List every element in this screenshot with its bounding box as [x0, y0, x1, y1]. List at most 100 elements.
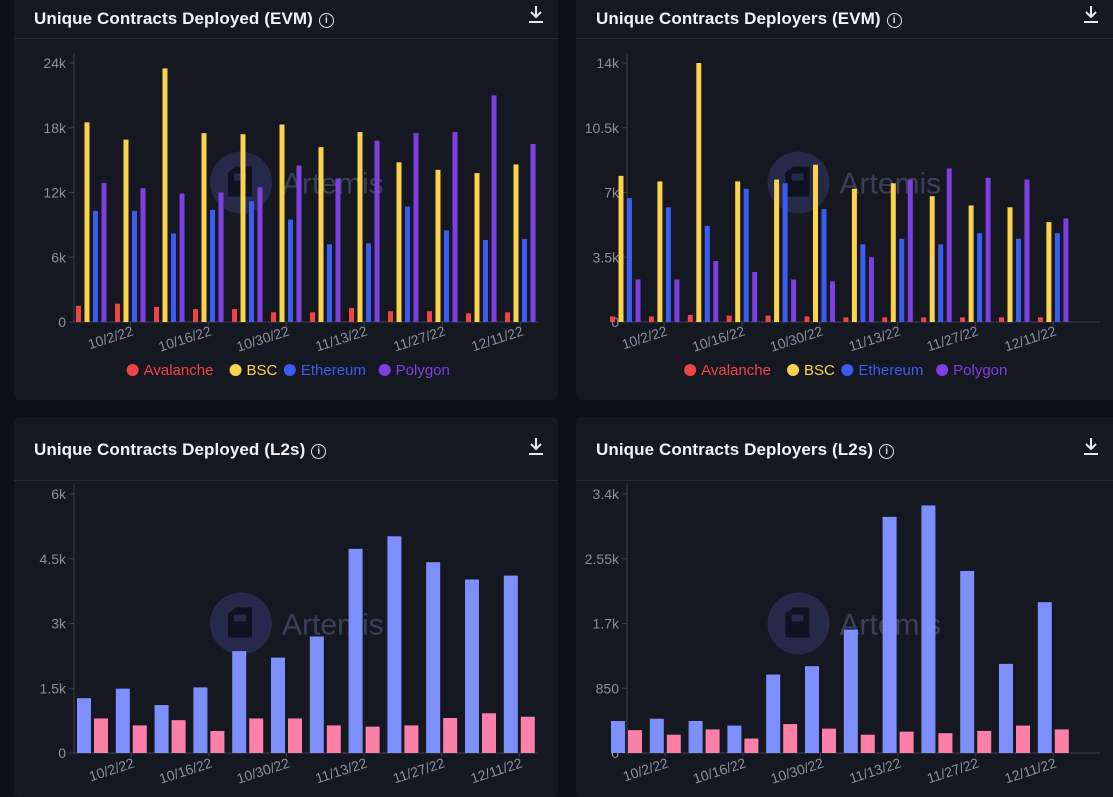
bar-series-a: [843, 629, 858, 753]
x-tick-label: 10/30/22: [768, 323, 825, 355]
bar-series-a: [805, 666, 819, 753]
x-tick-label: 12/11/22: [1002, 323, 1058, 355]
chart-title: Unique Contracts Deployed (EVM) i: [34, 9, 334, 29]
y-tick-label: 14k: [596, 55, 620, 71]
bar-series-a: [960, 570, 975, 753]
x-tick-label: 12/11/22: [1002, 755, 1058, 787]
info-icon[interactable]: i: [318, 13, 334, 28]
bar-bsc: [162, 68, 168, 322]
watermark-glyph: [785, 166, 810, 197]
bar-avalanche: [843, 317, 849, 322]
y-tick-label: 2.55k: [585, 551, 620, 567]
chart-title: Unique Contracts Deployers (EVM) i: [596, 9, 902, 29]
legend-swatch: [229, 364, 242, 376]
bar-avalanche: [310, 312, 315, 322]
bar-ethereum: [522, 238, 527, 322]
bar-avalanche: [76, 305, 81, 322]
x-tick-label: 12/11/22: [469, 323, 525, 355]
bar-avalanche: [610, 316, 615, 322]
bar-series-a: [503, 575, 518, 753]
bar-series-a: [232, 651, 247, 753]
legend-swatch: [936, 364, 949, 376]
bar-series-b: [94, 718, 108, 753]
bar-series-a: [309, 636, 324, 753]
bar-avalanche: [388, 311, 393, 322]
bar-polygon: [830, 281, 835, 322]
bar-series-a: [271, 657, 285, 753]
bar-ethereum: [444, 230, 449, 322]
bar-bsc: [84, 122, 90, 322]
chart-l2-deployers: Artemis08501.7k2.55k3.4k10/2/2210/16/221…: [585, 484, 1100, 787]
y-tick-label: 4.5k: [40, 551, 67, 567]
legend-item-ethereum: Ethereum: [283, 362, 366, 379]
x-tick-label: 12/11/22: [468, 755, 524, 787]
bar-series-a: [193, 687, 208, 753]
bar-polygon: [374, 140, 380, 322]
bar-series-b: [899, 731, 914, 753]
bar-ethereum: [249, 201, 254, 322]
bar-series-a: [115, 688, 130, 753]
bar-bsc: [201, 133, 207, 322]
bar-series-a: [921, 505, 936, 753]
download-icon[interactable]: [1083, 437, 1099, 455]
legend-swatch: [787, 364, 800, 376]
bar-ethereum: [132, 210, 137, 322]
bar-ethereum: [1016, 238, 1021, 322]
bar-avalanche: [427, 311, 432, 322]
bar-ethereum: [821, 209, 827, 322]
bar-polygon: [791, 279, 797, 322]
info-icon[interactable]: i: [311, 444, 327, 459]
legend-swatch: [841, 364, 854, 376]
bar-ethereum: [288, 219, 293, 322]
bar-ethereum: [977, 233, 983, 322]
bar-polygon: [218, 192, 224, 322]
bar-avalanche: [648, 316, 654, 322]
legend-item-bsc: BSC: [787, 362, 835, 379]
bar-polygon: [1024, 179, 1030, 322]
bar-series-b: [443, 718, 458, 753]
bar-bsc: [513, 164, 519, 322]
x-tick-label: 11/27/22: [391, 323, 447, 355]
y-tick-label: 6k: [51, 249, 67, 265]
info-icon[interactable]: i: [886, 13, 902, 28]
watermark-glyph: [228, 166, 252, 197]
bar-bsc: [657, 181, 663, 322]
bar-avalanche: [271, 312, 276, 322]
chart-panel-header: Unique Contracts Deployed (L2s) i: [14, 417, 558, 481]
x-tick-label: 10/16/22: [157, 755, 214, 787]
bar-ethereum: [171, 233, 176, 322]
bar-avalanche: [999, 317, 1004, 322]
bar-avalanche: [505, 312, 510, 322]
y-tick-label: 1.7k: [593, 616, 620, 632]
bar-series-a: [465, 579, 479, 753]
bar-polygon: [713, 260, 719, 322]
bar-series-b: [171, 720, 186, 753]
bar-ethereum: [665, 207, 671, 322]
y-tick-label: 0: [58, 314, 66, 330]
bar-bsc: [696, 63, 702, 322]
bar-polygon: [140, 188, 146, 322]
chart-panel-evm-deployed: Unique Contracts Deployed (EVM) i Artemis…: [14, 0, 558, 400]
download-icon[interactable]: [528, 5, 544, 23]
bar-avalanche: [921, 317, 927, 322]
info-icon[interactable]: i: [879, 444, 895, 459]
bar-series-b: [520, 716, 535, 753]
bar-series-b: [822, 728, 836, 753]
bar-bsc: [890, 183, 896, 322]
bar-polygon: [452, 132, 458, 322]
legend-label: Ethereum: [858, 362, 923, 379]
bar-bsc: [1007, 207, 1013, 322]
bar-ethereum: [627, 198, 632, 322]
bar-ethereum: [938, 244, 944, 322]
bar-polygon: [413, 133, 419, 322]
bar-series-b: [977, 730, 992, 753]
watermark-glyph: [785, 607, 810, 638]
bar-avalanche: [232, 309, 237, 322]
bar-polygon: [946, 168, 952, 322]
bar-avalanche: [115, 303, 120, 322]
bar-series-a: [649, 718, 664, 753]
bar-polygon: [868, 257, 874, 322]
download-icon[interactable]: [1083, 5, 1099, 23]
download-icon[interactable]: [528, 437, 544, 455]
